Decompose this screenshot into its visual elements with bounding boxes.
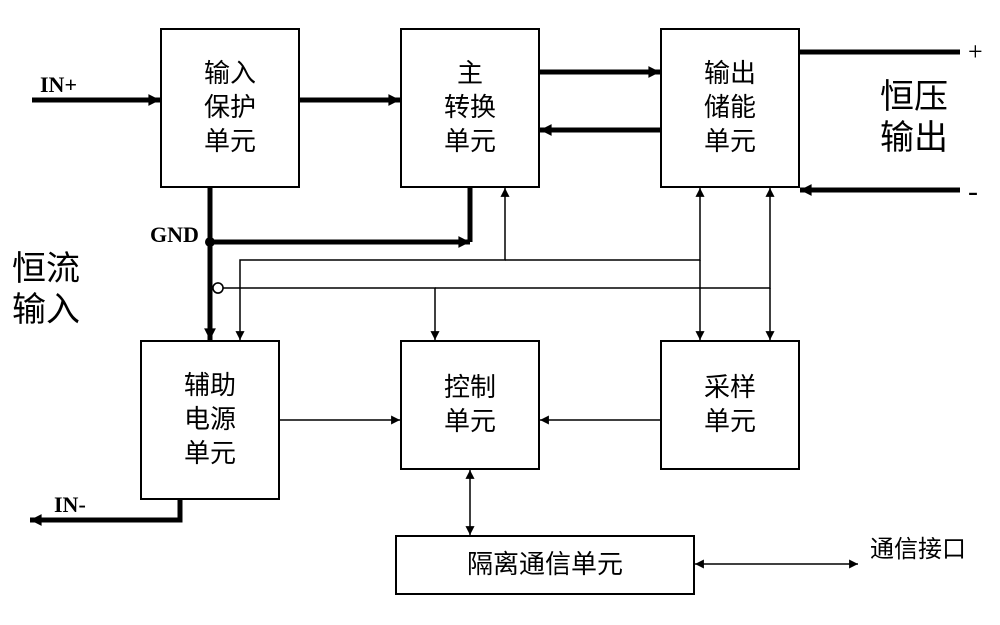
block-iso_comm: 隔离通信单元 [395, 535, 695, 595]
block-main_conv: 主转换单元 [400, 28, 540, 188]
block-label: 主转换单元 [444, 57, 496, 158]
label-plus: + [968, 36, 983, 67]
block-in_prot: 输入保护单元 [160, 28, 300, 188]
label-cv_out: 恒压输出 [880, 78, 948, 160]
block-control: 控制单元 [400, 340, 540, 470]
block-label: 控制单元 [444, 371, 496, 439]
block-aux_pwr: 辅助电源单元 [140, 340, 280, 500]
edge [210, 188, 470, 242]
block-label: 采样单元 [704, 371, 756, 439]
edge [218, 288, 435, 340]
block-label: 输出储能单元 [704, 57, 756, 158]
block-sample: 采样单元 [660, 340, 800, 470]
label-minus: - [968, 174, 978, 210]
block-label: 隔离通信单元 [467, 548, 623, 582]
edge [30, 500, 180, 520]
open-junction [213, 283, 223, 293]
edge [435, 188, 770, 288]
block-label: 辅助电源单元 [184, 369, 236, 470]
junction-dot [205, 237, 215, 247]
edge [505, 188, 700, 260]
label-in_minus: IN- [54, 492, 86, 518]
edge [240, 188, 505, 340]
label-in_plus: IN+ [40, 72, 77, 98]
block-out_store: 输出储能单元 [660, 28, 800, 188]
block-label: 输入保护单元 [204, 57, 256, 158]
label-cc_in: 恒流输入 [12, 250, 80, 332]
label-gnd: GND [150, 222, 199, 248]
label-comm_if: 通信接口 [870, 536, 966, 565]
